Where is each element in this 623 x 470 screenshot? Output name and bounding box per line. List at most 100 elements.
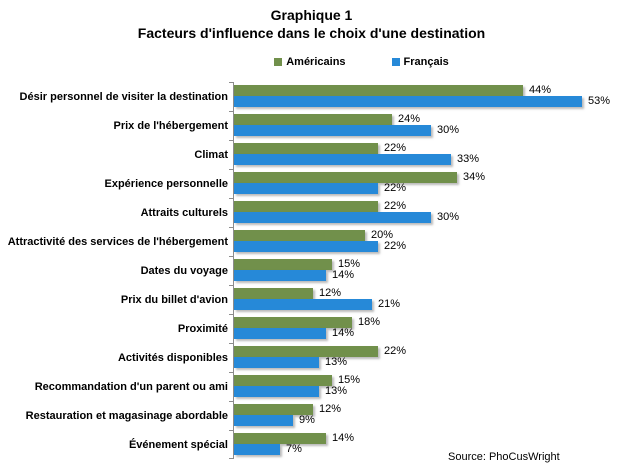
chart-row: Recommandation d'un parent ou ami 15% 13% bbox=[0, 372, 623, 401]
value-label-francais: 9% bbox=[299, 414, 315, 426]
bar-francais bbox=[234, 212, 431, 223]
bar-americains bbox=[234, 114, 392, 125]
bar-americains bbox=[234, 259, 332, 270]
value-label-francais: 30% bbox=[437, 211, 460, 223]
category-label: Activités disponibles bbox=[117, 351, 228, 364]
bars-cell: 22% 13% bbox=[229, 343, 623, 372]
bars-cell: 44% 53% bbox=[229, 82, 623, 111]
value-label-americains: 12% bbox=[319, 287, 342, 299]
category-label: Attractivité des services de l'hébergeme… bbox=[7, 235, 228, 248]
category-label: Expérience personnelle bbox=[104, 177, 229, 190]
category-label: Climat bbox=[194, 148, 228, 161]
value-label-francais: 21% bbox=[378, 298, 401, 310]
value-label-francais: 14% bbox=[332, 327, 355, 339]
bar-chart: Désir personnel de visiter la destinatio… bbox=[0, 82, 623, 459]
bars-cell: 14% 7% bbox=[229, 430, 623, 459]
bar-americains bbox=[234, 317, 352, 328]
value-label-americains: 22% bbox=[384, 142, 407, 154]
chart-row: Restauration et magasinage abordable 12% 9… bbox=[0, 401, 623, 430]
category-label: Événement spécial bbox=[128, 438, 228, 451]
value-label-francais: 30% bbox=[437, 124, 460, 136]
chart-row: Climat 22% 33% bbox=[0, 140, 623, 169]
chart-row: Expérience personnelle 34% 22% bbox=[0, 169, 623, 198]
bar-americains bbox=[234, 288, 313, 299]
bars-cell: 34% 22% bbox=[229, 169, 623, 198]
value-label-americains: 24% bbox=[398, 113, 421, 125]
bars-cell: 20% 22% bbox=[229, 227, 623, 256]
value-label-francais: 13% bbox=[325, 356, 348, 368]
bar-americains bbox=[234, 230, 365, 241]
chart-row: Désir personnel de visiter la destinatio… bbox=[0, 82, 623, 111]
value-label-francais: 14% bbox=[332, 269, 355, 281]
value-label-americains: 14% bbox=[332, 432, 355, 444]
legend-item-francais: Français bbox=[391, 56, 449, 68]
bars-cell: 15% 13% bbox=[229, 372, 623, 401]
category-label: Prix de l'hébergement bbox=[113, 119, 229, 132]
category-label: Dates du voyage bbox=[140, 264, 228, 277]
bar-americains bbox=[234, 404, 313, 415]
chart-title: Graphique 1 Facteurs d'influence dans le… bbox=[0, 6, 623, 42]
category-label: Proximité bbox=[177, 322, 228, 335]
chart-title-line2: Facteurs d'influence dans le choix d'une… bbox=[137, 25, 486, 41]
category-label: Prix du billet d'avion bbox=[120, 293, 228, 306]
value-label-francais: 22% bbox=[384, 240, 407, 252]
chart-row: Attractivité des services de l'hébergeme… bbox=[0, 227, 623, 256]
category-label: Désir personnel de visiter la destinatio… bbox=[19, 90, 228, 103]
value-label-americains: 15% bbox=[338, 258, 361, 270]
bars-cell: 24% 30% bbox=[229, 111, 623, 140]
bar-francais bbox=[234, 154, 451, 165]
category-label: Restauration et magasinage abordable bbox=[25, 409, 228, 422]
value-label-americains: 44% bbox=[529, 84, 552, 96]
bar-francais bbox=[234, 386, 319, 397]
chart-row: Dates du voyage 15% 14% bbox=[0, 256, 623, 285]
bar-francais bbox=[234, 299, 372, 310]
value-label-francais: 33% bbox=[457, 153, 480, 165]
legend-swatch-francais bbox=[391, 58, 400, 66]
bar-francais bbox=[234, 357, 319, 368]
value-label-americains: 15% bbox=[338, 374, 361, 386]
value-label-americains: 18% bbox=[358, 316, 381, 328]
bars-cell: 22% 33% bbox=[229, 140, 623, 169]
bars-cell: 22% 30% bbox=[229, 198, 623, 227]
category-label: Attraits culturels bbox=[140, 206, 228, 219]
bar-francais bbox=[234, 328, 326, 339]
chart-row: Prix de l'hébergement 24% 30% bbox=[0, 111, 623, 140]
bar-americains bbox=[234, 375, 332, 386]
bars-cell: 12% 21% bbox=[229, 285, 623, 314]
value-label-americains: 22% bbox=[384, 200, 407, 212]
chart-row: Attraits culturels 22% 30% bbox=[0, 198, 623, 227]
legend-item-americains: Américains bbox=[274, 56, 346, 68]
chart-row: Événement spécial 14% 7% bbox=[0, 430, 623, 459]
category-label: Recommandation d'un parent ou ami bbox=[34, 380, 228, 393]
bars-cell: 18% 14% bbox=[229, 314, 623, 343]
value-label-francais: 22% bbox=[384, 182, 407, 194]
bar-americains bbox=[234, 143, 378, 154]
bars-cell: 12% 9% bbox=[229, 401, 623, 430]
bar-francais bbox=[234, 270, 326, 281]
chart-row: Prix du billet d'avion 12% 21% bbox=[0, 285, 623, 314]
value-label-americains: 34% bbox=[463, 171, 486, 183]
value-label-americains: 12% bbox=[319, 403, 342, 415]
bar-americains bbox=[234, 433, 326, 444]
value-label-americains: 22% bbox=[384, 345, 407, 357]
value-label-francais: 7% bbox=[286, 443, 302, 455]
legend-label-francais: Français bbox=[403, 56, 449, 68]
bars-cell: 15% 14% bbox=[229, 256, 623, 285]
value-label-francais: 13% bbox=[325, 385, 348, 397]
value-label-americains: 20% bbox=[371, 229, 394, 241]
bar-americains bbox=[234, 172, 457, 183]
value-label-francais: 53% bbox=[588, 95, 611, 107]
legend-label-americains: Américains bbox=[286, 56, 346, 68]
bar-francais bbox=[234, 96, 582, 107]
bar-francais bbox=[234, 415, 293, 426]
bar-francais bbox=[234, 444, 280, 455]
chart-title-line1: Graphique 1 bbox=[270, 7, 353, 23]
chart-row: Proximité 18% 14% bbox=[0, 314, 623, 343]
bar-americains bbox=[234, 346, 378, 357]
bar-francais bbox=[234, 125, 431, 136]
bar-francais bbox=[234, 241, 378, 252]
bar-americains bbox=[234, 85, 523, 96]
chart-legend: Américains Français bbox=[50, 56, 623, 68]
source-caption: Source: PhoCusWright bbox=[448, 451, 560, 463]
